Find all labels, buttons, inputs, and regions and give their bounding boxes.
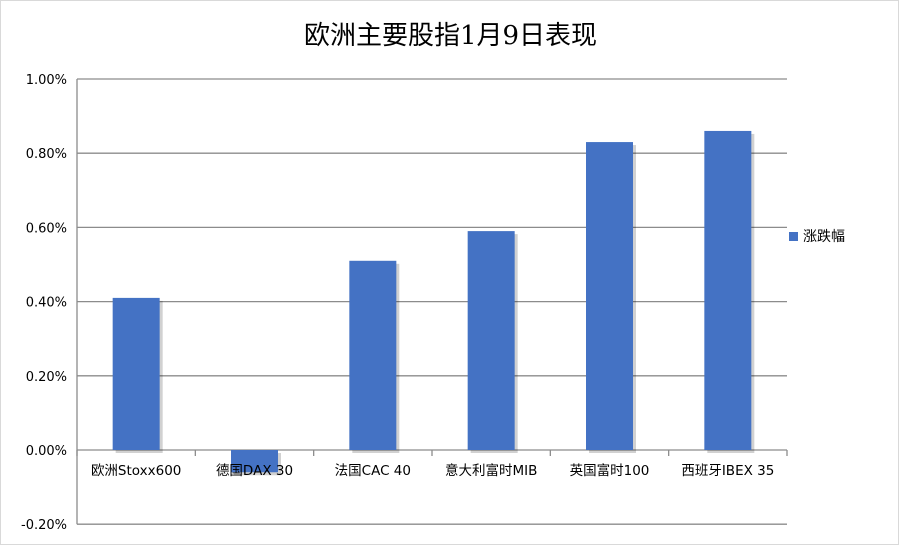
x-category-label: 欧洲Stoxx600: [91, 463, 181, 479]
x-category-label: 西班牙IBEX 35: [681, 463, 774, 479]
bar: [349, 260, 397, 450]
bar: [112, 297, 160, 450]
bar: [586, 142, 633, 450]
y-tick-label: -0.20%: [21, 518, 67, 533]
bar: [467, 231, 515, 450]
bar: [231, 450, 278, 473]
legend-label: 涨跌幅: [803, 229, 845, 245]
legend: 涨跌幅: [789, 226, 845, 246]
chart-title: 欧洲主要股指1月9日表现: [303, 21, 598, 51]
x-category-label: 英国富时100: [570, 462, 650, 479]
y-tick-label: 0.20%: [26, 370, 67, 385]
legend-swatch: [789, 231, 798, 241]
y-tick-label: 0.60%: [26, 221, 67, 236]
x-category-label: 德国DAX 30: [216, 463, 293, 479]
x-category-label: 法国CAC 40: [335, 463, 411, 479]
bar: [704, 130, 752, 450]
y-tick-label: 0.00%: [26, 444, 67, 459]
x-category-label: 意大利富时MIB: [445, 462, 537, 479]
y-tick-label: 0.80%: [26, 147, 67, 162]
y-tick-label: 1.00%: [26, 73, 67, 88]
y-tick-label: 0.40%: [26, 296, 67, 311]
